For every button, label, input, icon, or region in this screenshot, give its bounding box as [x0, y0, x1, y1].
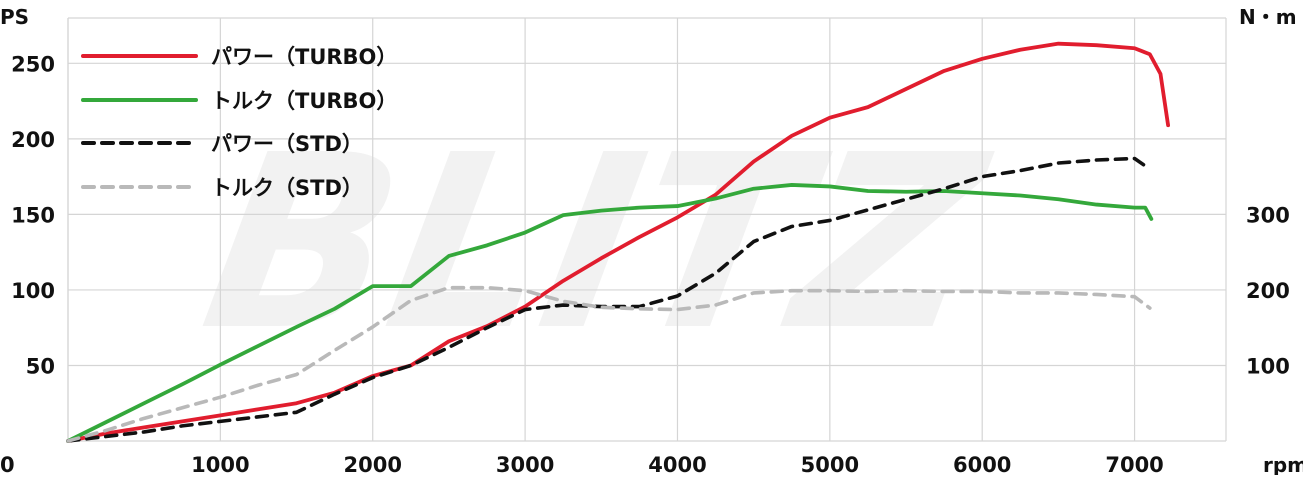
watermark-layer: BLITZ	[187, 105, 1004, 384]
y-left-tick-label: 150	[11, 203, 55, 227]
x-tick-label: 0	[0, 453, 15, 475]
y-right-unit-label: N・m	[1239, 5, 1297, 29]
series-line-2	[66, 183, 1154, 443]
y-left-tick-label: 250	[11, 52, 55, 76]
x-tick-label: 5000	[801, 453, 859, 475]
x-tick-label: 6000	[953, 453, 1011, 475]
x-tick-label: 4000	[648, 453, 706, 475]
legend-label-2: トルク（TURBO）	[211, 89, 397, 113]
x-unit-label: rpm	[1263, 453, 1303, 475]
legend-layer: パワー（TURBO） トルク（TURBO） パワー（STD） トルク（STD）	[81, 45, 397, 200]
x-tick-label: 3000	[496, 453, 554, 475]
series-line-1	[66, 41, 1170, 443]
x-tick-label: 7000	[1105, 453, 1163, 475]
y-right-tick-label: 300	[1246, 203, 1290, 227]
legend-label-3: パワー（STD）	[211, 132, 363, 156]
y-left-tick-label: 50	[26, 354, 55, 378]
grid-layer	[67, 17, 1227, 442]
series-line-4	[66, 285, 1152, 443]
series-line-3	[66, 156, 1152, 443]
labels-layer: 0 1000 2000 3000 4000 5000 6000 7000 50 100 150 200…	[0, 5, 1303, 477]
y-left-unit-label: PS	[0, 5, 29, 29]
y-left-tick-label: 200	[11, 128, 55, 152]
x-tick-label: 2000	[344, 453, 402, 475]
legend-label-1: パワー（TURBO）	[211, 45, 397, 69]
legend-label-4: トルク（STD）	[211, 176, 363, 200]
series-layer	[66, 41, 1170, 443]
y-right-tick-label: 100	[1246, 354, 1290, 378]
brand-watermark: BLITZ	[187, 105, 1004, 384]
x-tick-label: 1000	[191, 453, 249, 475]
y-left-tick-label: 100	[11, 279, 55, 303]
y-right-tick-label: 200	[1246, 279, 1290, 303]
